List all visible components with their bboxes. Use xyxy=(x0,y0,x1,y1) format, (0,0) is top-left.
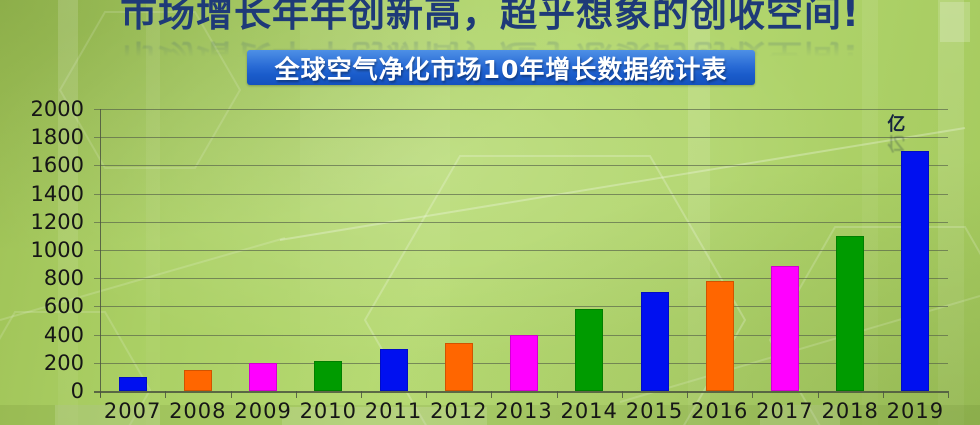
bar-2018 xyxy=(836,235,865,391)
x-axis-tick-label: 2014 xyxy=(560,399,618,423)
x-axis-tick-label: 2019 xyxy=(886,399,945,423)
y-axis-tick-label: 1600 xyxy=(30,153,84,178)
x-axis-tick xyxy=(165,391,167,398)
y-axis-tick-label: 200 xyxy=(43,350,84,375)
x-axis-tick xyxy=(491,391,493,398)
y-axis-line xyxy=(100,109,101,397)
x-axis-tick-label: 2010 xyxy=(299,399,358,423)
x-axis-tick-label: 2013 xyxy=(495,399,553,423)
x-axis-tick xyxy=(817,391,819,398)
y-axis-tick-label: 1000 xyxy=(30,238,84,262)
y-axis-tick-label: 400 xyxy=(43,322,84,347)
x-axis-tick xyxy=(360,391,362,398)
gridline xyxy=(94,137,948,139)
y-axis-tick-label: 800 xyxy=(43,266,84,291)
bar-2009 xyxy=(249,362,278,391)
x-axis-tick-label: 2007 xyxy=(103,399,162,423)
bar-2019 xyxy=(901,151,930,391)
bar-2010 xyxy=(314,361,343,391)
x-axis-tick xyxy=(621,391,623,398)
gridline xyxy=(94,221,948,223)
bar-2015 xyxy=(640,292,669,391)
x-axis-tick-label: 2012 xyxy=(430,399,488,423)
y-axis-tick-label: 600 xyxy=(43,294,84,319)
x-axis-tick xyxy=(295,391,297,398)
y-axis-tick-label: 0 xyxy=(70,379,84,403)
x-axis-tick-label: 2018 xyxy=(821,399,879,423)
y-axis-tick-label: 1200 xyxy=(30,209,84,234)
x-axis-line xyxy=(94,391,948,393)
gridline xyxy=(94,165,948,167)
chart-title-text: 全球空气净化市场10年增长数据统计表 xyxy=(274,54,728,84)
x-axis-tick xyxy=(100,391,101,398)
bar-2011 xyxy=(379,348,408,391)
x-axis-tick-label: 2015 xyxy=(625,399,684,423)
bar-2017 xyxy=(770,265,799,391)
unit-label: 亿 xyxy=(887,114,906,136)
gridline xyxy=(94,250,948,251)
y-axis-tick-label: 1800 xyxy=(30,125,84,150)
x-axis-tick xyxy=(882,391,884,398)
x-axis-tick xyxy=(230,391,232,398)
bar-2013 xyxy=(510,334,538,391)
x-axis-tick xyxy=(556,391,558,398)
bar-2012 xyxy=(444,343,473,391)
x-axis-tick xyxy=(426,391,428,398)
gridline xyxy=(94,193,948,195)
slide-title: 市场增长年年创新高，超乎想象的创收空间! xyxy=(120,0,860,35)
bar-2014 xyxy=(575,309,604,391)
x-axis-tick-label: 2011 xyxy=(364,399,423,423)
gridline xyxy=(94,306,948,308)
gridline xyxy=(94,109,948,110)
x-axis-tick-label: 2017 xyxy=(756,399,814,423)
chart-title-banner: 全球空气净化市场10年增长数据统计表 xyxy=(247,50,755,85)
bar-2016 xyxy=(705,281,734,391)
x-axis-tick-label: 2008 xyxy=(169,399,227,423)
bar-2008 xyxy=(183,369,212,391)
x-axis-tick-label: 2009 xyxy=(234,399,292,423)
unit-label-reflection: 亿 xyxy=(887,132,906,154)
y-axis-tick-label: 1400 xyxy=(30,181,84,206)
x-axis-tick xyxy=(687,391,689,398)
y-axis-tick-label: 2000 xyxy=(30,97,84,121)
x-axis-tick xyxy=(948,391,949,398)
bar-2007 xyxy=(118,376,147,391)
x-axis-tick-label: 2016 xyxy=(690,399,749,423)
gridline xyxy=(94,278,948,280)
x-axis-tick xyxy=(752,391,754,398)
